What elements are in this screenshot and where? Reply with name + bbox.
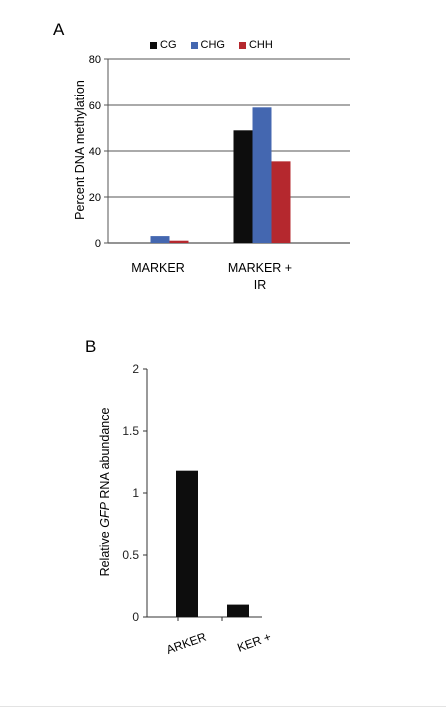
chart-a-bar-chg	[150, 236, 170, 243]
panel-b-letter: B	[85, 337, 97, 356]
legend-swatch-cg	[150, 41, 157, 49]
panel-a-letter: A	[53, 20, 65, 39]
legend-item-chh: CHH	[238, 39, 273, 51]
chart-b-tick-label: 2	[132, 362, 139, 376]
page-bottom-divider	[0, 706, 446, 707]
chart-b-y-label-part: RNA abundance	[98, 408, 112, 503]
legend-item-chg: CHG	[190, 39, 225, 51]
legend-swatch-chg	[190, 41, 198, 49]
chart-a-category-label-marker-ir: MARKER + IR	[227, 261, 293, 292]
legend-label-chh: CHH	[248, 39, 273, 51]
legend-swatch-chh	[238, 41, 246, 49]
chart-a-tick-label: 80	[89, 54, 101, 66]
chart-a-bar-chh	[271, 161, 291, 243]
chart-a-category-label-marker: MARKER	[131, 261, 185, 275]
chart-b-y-label-gfp: GFP	[98, 501, 112, 527]
chart-b-bar	[227, 604, 249, 617]
legend-item-cg: CG	[150, 39, 177, 51]
legend-label-cg: CG	[160, 39, 177, 51]
chart-a-bar-cg	[233, 130, 253, 243]
chart-b-tick-label: 1.5	[122, 424, 139, 438]
chart-a-tick-label: 0	[95, 238, 101, 250]
chart-a-tick-label: 20	[89, 192, 101, 204]
chart-b-y-axis-label: Relative GFP RNA abundance	[98, 408, 112, 577]
chart-b-category-label: KER +	[235, 630, 273, 655]
chart-a-bar-chh	[169, 240, 189, 243]
legend-label-chg: CHG	[200, 39, 225, 51]
chart-a-legend: CG CHG CHH	[150, 39, 287, 51]
chart-a-bar-chg	[252, 107, 272, 243]
chart-b-tick-label: 0	[132, 610, 139, 624]
chart-b-tick-label: 1	[132, 486, 139, 500]
chart-b-tick-label: 0.5	[122, 548, 139, 562]
chart-b-y-label-part: Relative	[98, 528, 112, 577]
chart-a-tick-label: 40	[89, 146, 101, 158]
chart-a-tick-label: 60	[89, 100, 101, 112]
chart-b-category-label: ARKER	[164, 630, 208, 657]
chart-b-bar	[176, 470, 198, 617]
